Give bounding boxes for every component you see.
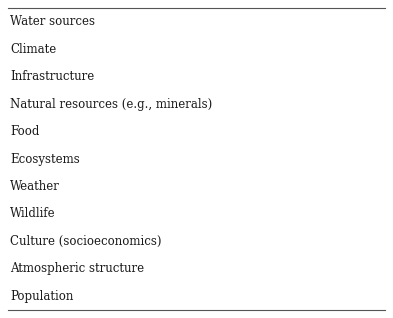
Text: Wildlife: Wildlife — [10, 207, 56, 220]
Text: Ecosystems: Ecosystems — [10, 153, 80, 165]
Text: Population: Population — [10, 290, 73, 303]
Text: Food: Food — [10, 125, 39, 138]
Text: Weather: Weather — [10, 180, 60, 193]
Text: Natural resources (e.g., minerals): Natural resources (e.g., minerals) — [10, 98, 212, 111]
Text: Infrastructure: Infrastructure — [10, 70, 94, 83]
Text: Water sources: Water sources — [10, 15, 95, 28]
Text: Climate: Climate — [10, 43, 56, 56]
Text: Culture (socioeconomics): Culture (socioeconomics) — [10, 235, 162, 248]
Text: Atmospheric structure: Atmospheric structure — [10, 262, 144, 275]
